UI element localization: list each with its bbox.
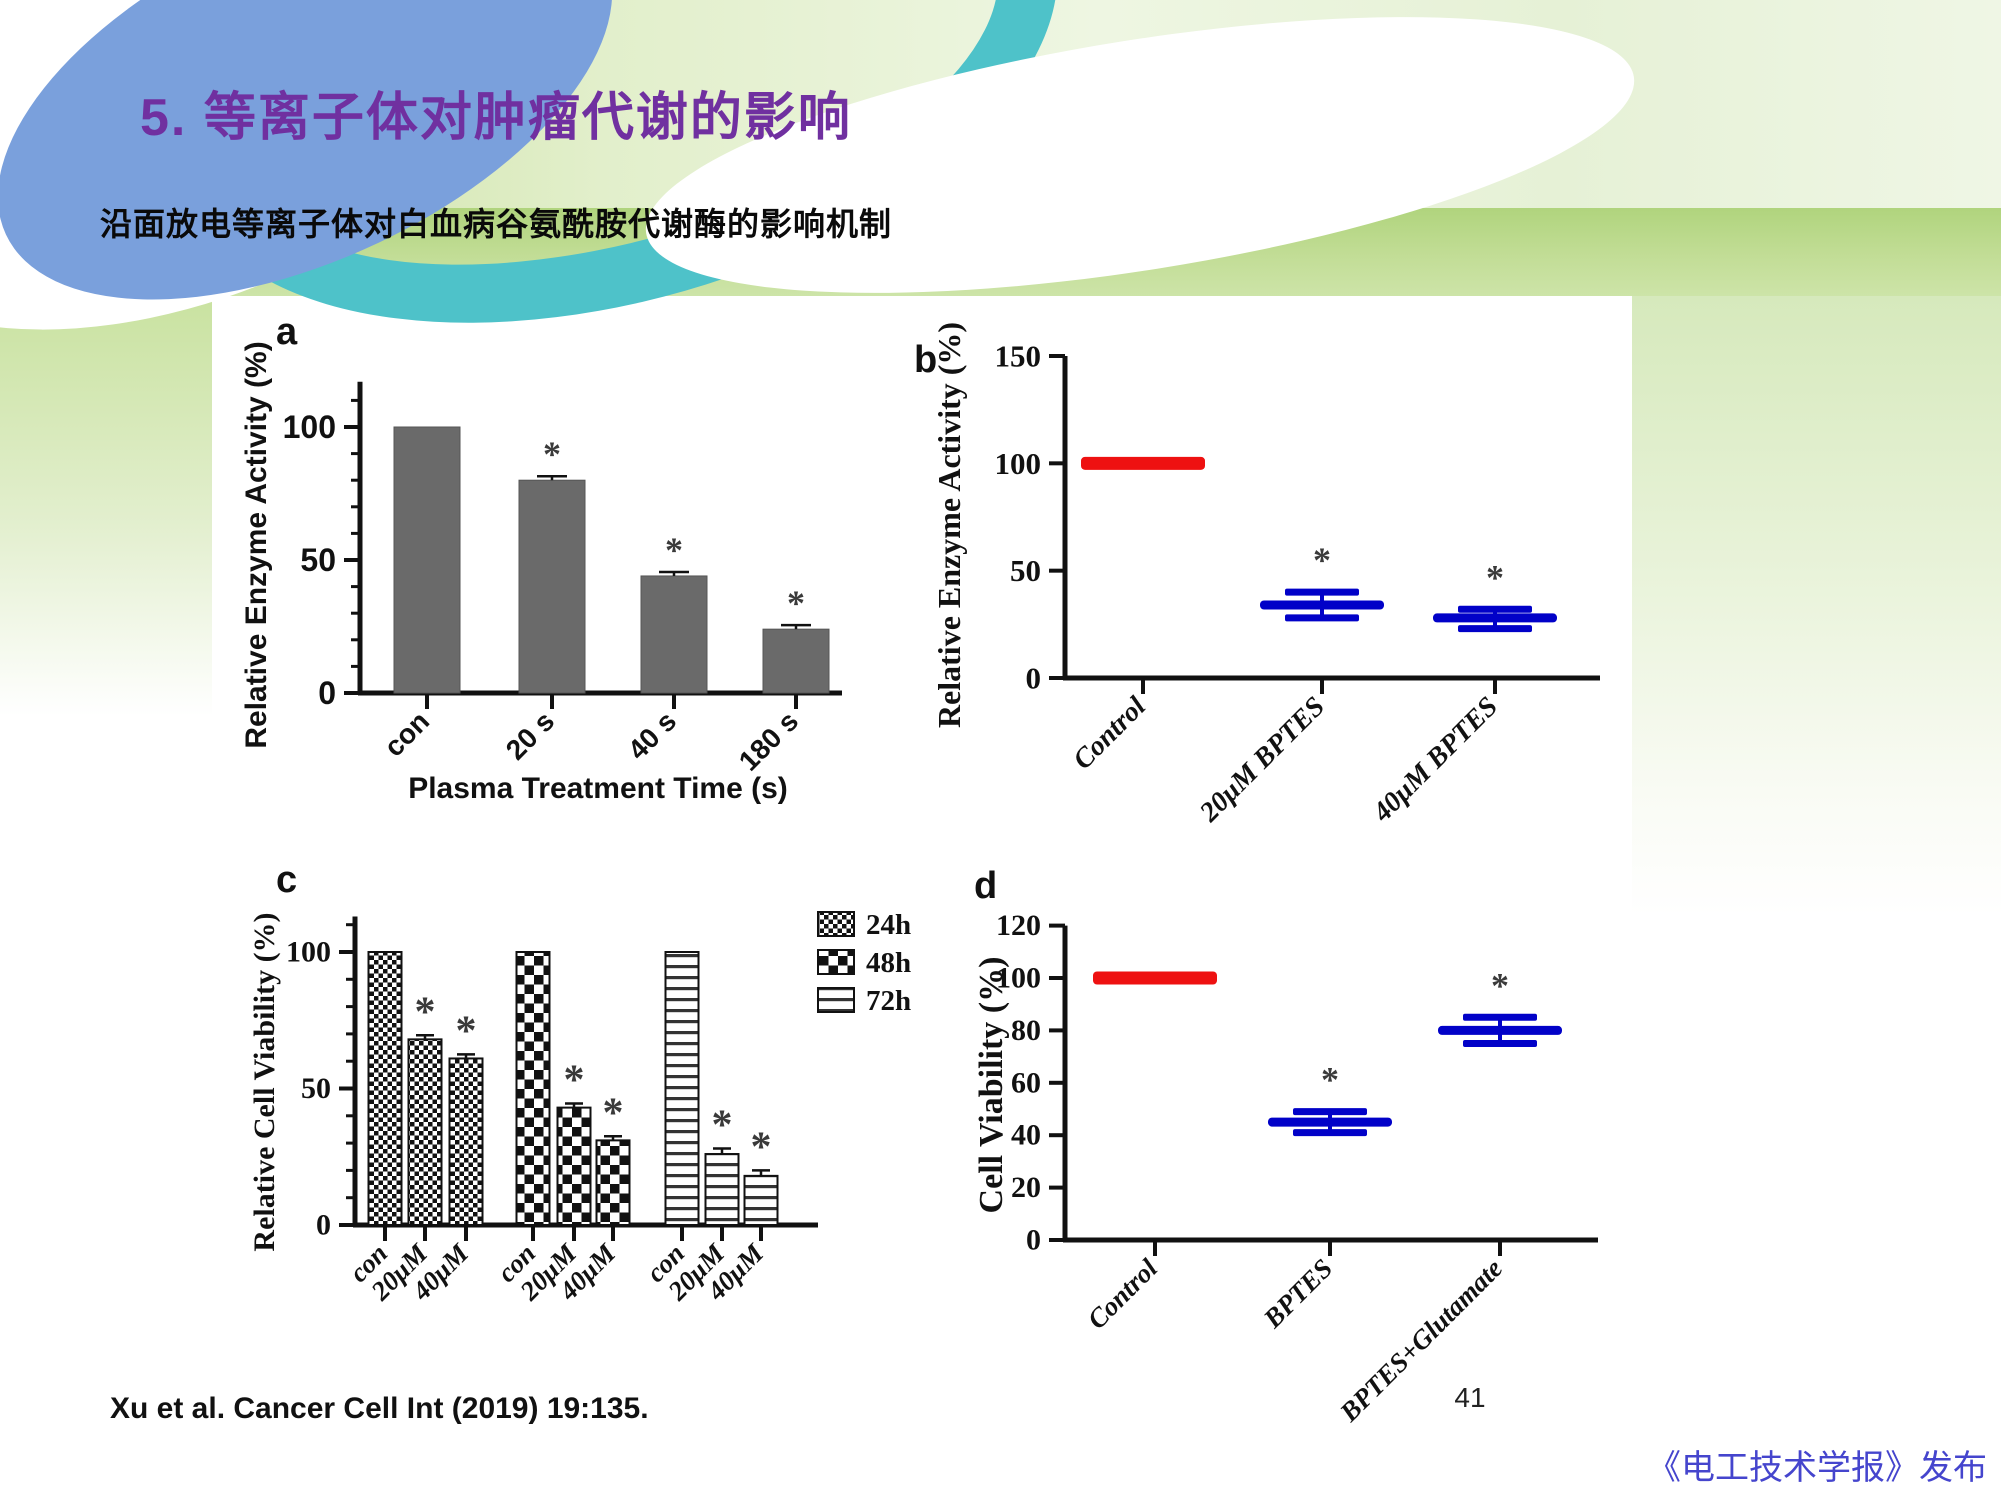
svg-text:80: 80 [1011,1014,1041,1047]
svg-text:*: * [1486,557,1504,597]
svg-text:100: 100 [996,962,1041,995]
svg-text:Relative Cell Viability (%): Relative Cell Viability (%) [248,912,281,1251]
chart-a-enzyme-activity-bars: 0 50 100 Relative Enzyme Activity (%) a con * 2… [230,300,890,830]
svg-text:Relative Enzyme Activity (%): Relative Enzyme Activity (%) [240,341,273,748]
svg-text:Cell Viability (%): Cell Viability (%) [973,957,1010,1214]
svg-text:*: * [603,1090,624,1136]
svg-text:b: b [914,339,937,381]
svg-text:0: 0 [316,1209,331,1242]
svg-text:48h: 48h [866,947,911,979]
svg-text:0: 0 [318,675,336,711]
svg-text:100: 100 [283,409,336,445]
svg-text:*: * [543,434,561,474]
chart-c-cell-viability-bars: 0 50 100 Relative Cell Viability (%) c con * 20… [230,690,1020,1410]
svg-text:0: 0 [1026,1224,1041,1257]
svg-text:120: 120 [996,909,1041,942]
svg-text:d: d [974,865,997,907]
svg-text:*: * [787,583,805,623]
svg-text:*: * [456,1008,477,1054]
svg-text:50: 50 [301,1072,331,1105]
page-number: 41 [1454,1382,1486,1413]
svg-text:BPTES: BPTES [1257,1253,1338,1334]
svg-text:100: 100 [995,446,1042,481]
svg-text:c: c [276,859,297,901]
svg-text:40μM BPTES: 40μM BPTES [1366,691,1504,829]
svg-text:50: 50 [300,542,336,578]
svg-text:*: * [751,1124,772,1170]
background-right-strip [1632,296,2001,916]
svg-text:Plasma Treatment Time (s): Plasma Treatment Time (s) [408,772,788,805]
svg-text:20: 20 [1011,1171,1041,1204]
svg-text:Control: Control [1082,1253,1164,1335]
chart-b-svg: 0 50 100 150 Relative Enzyme Activity (%)b Co… [914,322,1600,829]
svg-text:*: * [564,1058,585,1104]
svg-text:24h: 24h [866,909,911,941]
svg-text:40: 40 [1011,1119,1041,1152]
svg-text:150: 150 [995,338,1042,373]
svg-text:72h: 72h [866,985,911,1017]
svg-text:a: a [276,311,298,353]
page-subtitle: 沿面放电等离子体对白血病谷氨酰胺代谢酶的影响机制 [100,206,893,242]
svg-text:Control: Control [1067,691,1152,776]
svg-text:0: 0 [1026,661,1042,696]
svg-text:*: * [1321,1060,1339,1100]
chart-d-svg: 0 20 40 60 80 100 120 Cell Viability (%) d Contro… [973,865,1598,1428]
svg-text:100: 100 [286,936,331,969]
svg-text:*: * [665,530,683,570]
citation: Xu et al. Cancer Cell Int (2019) 19:135. [110,1392,649,1425]
svg-text:*: * [1313,540,1331,580]
page-title: 5. 等离子体对肿瘤代谢的影响 [140,89,852,147]
chart-d-cell-viability-scatter: 0 20 40 60 80 100 120 Cell Viability (%) d Contro… [950,850,1650,1501]
svg-text:Relative Enzyme Activity (%): Relative Enzyme Activity (%) [931,322,967,728]
svg-text:20μM BPTES: 20μM BPTES [1193,691,1331,829]
svg-text:*: * [1491,965,1509,1005]
chart-b-enzyme-activity-scatter: 0 50 100 150 Relative Enzyme Activity (%) b Co… [900,290,1620,980]
svg-text:60: 60 [1011,1066,1041,1099]
publisher-footer: 《电工技术学报》发布 [1647,1450,1987,1487]
svg-text:50: 50 [1010,553,1041,588]
background-left-strip [0,296,212,716]
svg-text:*: * [712,1103,733,1149]
svg-text:*: * [415,989,436,1035]
